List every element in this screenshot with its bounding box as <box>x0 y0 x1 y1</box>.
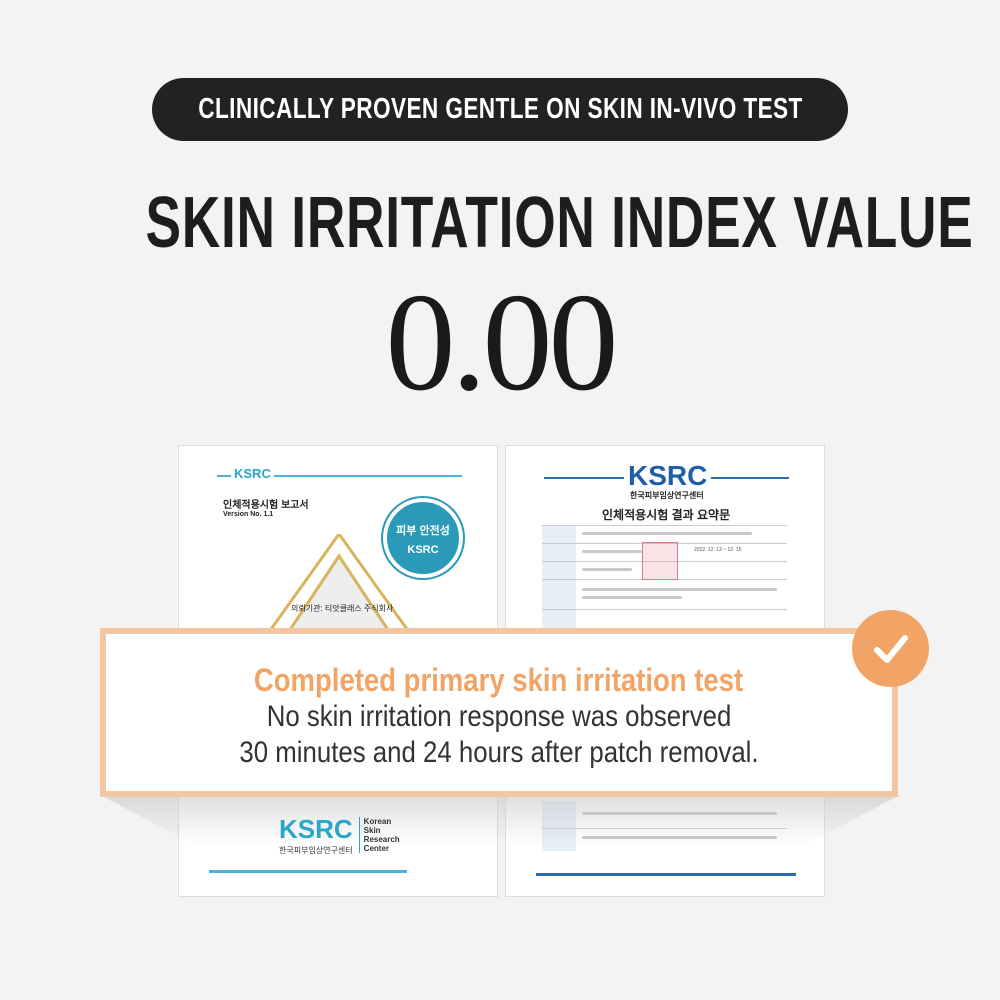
client-label: 의뢰기관: 티앗클래스 주식회사 <box>291 604 394 613</box>
red-seal-stamp <box>642 542 678 580</box>
study-period: 2022. 12. 13 ~ 12. 15 <box>694 547 742 553</box>
header-rule <box>217 475 462 477</box>
table-text <box>582 568 632 571</box>
footer-org-en: Research <box>363 835 400 844</box>
ksrc-logo: KSRC <box>231 466 274 481</box>
check-badge <box>852 610 929 687</box>
org-name: 한국피부임상연구센터 <box>630 491 704 500</box>
footer-rule <box>209 870 407 873</box>
table-header-column <box>542 525 576 645</box>
callout-line-1: No skin irritation response was observed <box>266 700 732 733</box>
table-text <box>582 588 777 591</box>
ksrc-footer-logo: KSRC 한국피부임상연구센터 Korean Skin Research Center <box>279 814 400 856</box>
heading-text: SKIN IRRITATION INDEX VALUE <box>145 183 974 263</box>
table-rule <box>542 543 787 544</box>
version-label: Version No. 1.1 <box>223 511 274 518</box>
footer-rule <box>536 873 796 876</box>
callout-headline: Completed primary skin irritation test <box>254 662 744 698</box>
page-heading: SKIN IRRITATION INDEX VALUE <box>0 182 1000 264</box>
test-result-callout: Completed primary skin irritation test N… <box>100 628 898 797</box>
footer-org-kr: 한국피부임상연구센터 <box>279 846 353 855</box>
summary-title: 인체적용시험 결과 요약문 <box>602 508 731 522</box>
footer-logo-text: KSRC <box>279 814 353 844</box>
footer-org-en: Skin <box>363 826 381 835</box>
footer-org-en: Korean <box>363 817 392 826</box>
footer-org-en: Center <box>363 844 390 853</box>
callout-line-2: 30 minutes and 24 hours after patch remo… <box>239 736 759 769</box>
seal-text: 피부 안전성 <box>396 525 450 537</box>
banner-pill: CLINICALLY PROVEN GENTLE ON SKIN IN-VIVO… <box>152 78 848 141</box>
table-text <box>582 596 682 599</box>
check-icon <box>873 634 908 663</box>
banner-label: CLINICALLY PROVEN GENTLE ON SKIN IN-VIVO… <box>197 93 803 125</box>
table-rule <box>542 525 787 526</box>
seal-brand: KSRC <box>407 544 439 556</box>
table-text <box>582 532 752 535</box>
table-rule <box>542 609 787 610</box>
report-title: 인체적용시험 보고서 <box>223 500 309 511</box>
callout-shadow <box>100 795 900 845</box>
ksrc-logo: KSRC <box>624 460 712 492</box>
table-rule <box>542 561 787 562</box>
index-value: 0.00 <box>385 265 619 420</box>
skin-safety-seal: 피부 안전성 KSRC <box>383 498 463 578</box>
table-text <box>582 550 642 553</box>
